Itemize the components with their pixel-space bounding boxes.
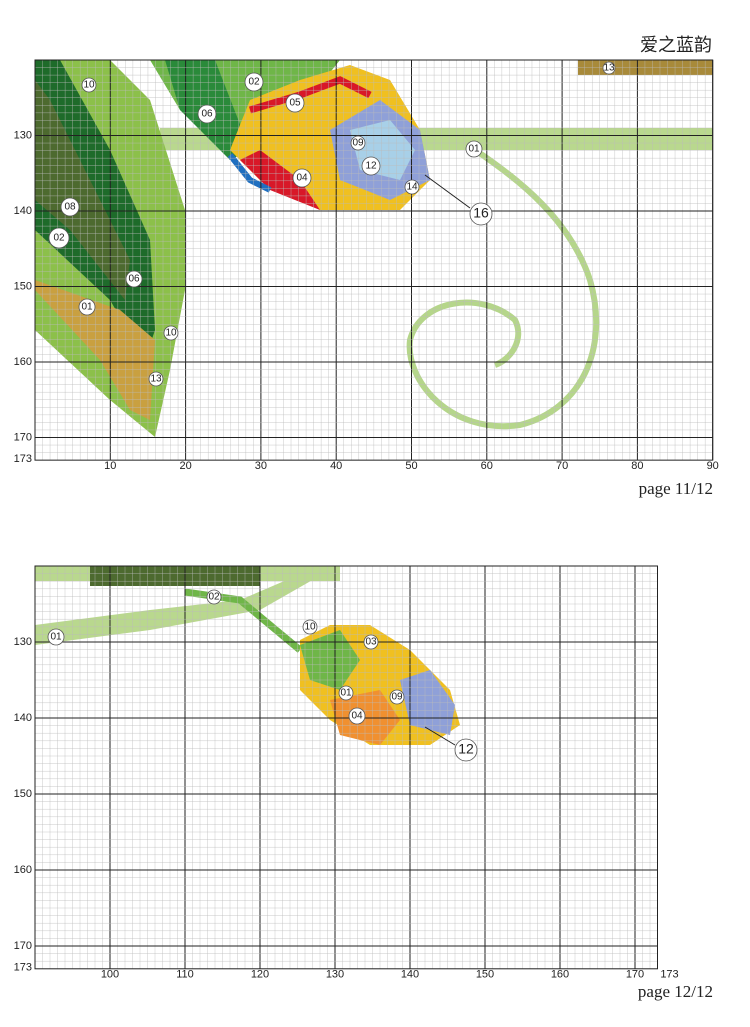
svg-text:10: 10	[165, 328, 177, 339]
svg-text:04: 04	[296, 173, 308, 184]
row-label: 130	[14, 636, 32, 648]
symbol: 01	[78, 298, 96, 316]
row-label: 150	[14, 788, 32, 800]
symbol: 09	[350, 135, 366, 151]
svg-text:13: 13	[150, 374, 162, 385]
symbol: 10	[81, 77, 97, 93]
callout: 12	[454, 738, 478, 762]
symbol: 13	[602, 61, 616, 75]
symbol: 03	[363, 634, 379, 650]
col-label: 120	[251, 969, 269, 981]
row-label: 160	[14, 864, 32, 876]
row-label: 173	[14, 962, 32, 974]
callout-arrow	[424, 726, 456, 746]
svg-text:12: 12	[458, 741, 474, 757]
svg-text:16: 16	[473, 205, 489, 221]
row-label: 130	[14, 129, 32, 141]
col-label: 170	[626, 969, 644, 981]
symbol: 10	[302, 619, 318, 635]
col-label: 70	[556, 460, 568, 472]
symbol: 13	[148, 371, 164, 387]
symbol: 01	[47, 628, 65, 646]
col-label: 30	[255, 460, 267, 472]
row-label: 160	[14, 356, 32, 368]
svg-text:01: 01	[340, 688, 352, 699]
symbol: 10	[163, 325, 179, 341]
grid-border	[34, 59, 714, 461]
svg-text:02: 02	[53, 233, 65, 244]
col-label: 10	[104, 460, 116, 472]
svg-text:01: 01	[50, 632, 62, 643]
symbol: 05	[285, 93, 305, 113]
symbol: 04	[292, 168, 312, 188]
callout-arrow	[424, 174, 471, 209]
svg-text:05: 05	[289, 98, 301, 109]
col-label: 90	[707, 460, 719, 472]
svg-text:01: 01	[81, 302, 93, 313]
col-label: 140	[401, 969, 419, 981]
svg-text:06: 06	[128, 274, 140, 285]
symbol: 12	[361, 156, 381, 176]
col-label: 173	[660, 969, 678, 981]
svg-text:10: 10	[304, 622, 316, 633]
symbol: 14	[404, 179, 420, 195]
symbol: 08	[60, 197, 80, 217]
svg-text:09: 09	[391, 692, 403, 703]
row-label: 170	[14, 431, 32, 443]
svg-text:14: 14	[406, 182, 418, 193]
svg-text:02: 02	[208, 592, 220, 603]
page-number: page 11/12	[639, 479, 713, 498]
svg-text:03: 03	[365, 637, 377, 648]
col-label: 40	[330, 460, 342, 472]
col-label: 160	[551, 969, 569, 981]
col-label: 60	[481, 460, 493, 472]
row-label: 140	[14, 712, 32, 724]
svg-text:10: 10	[83, 80, 95, 91]
page-number: page 12/12	[638, 982, 713, 1001]
callout: 16	[469, 202, 493, 226]
svg-text:13: 13	[603, 63, 615, 74]
row-label: 150	[14, 280, 32, 292]
row-label: 173	[14, 453, 32, 465]
svg-text:01: 01	[468, 144, 480, 155]
col-label: 110	[176, 969, 194, 981]
col-label: 20	[179, 460, 191, 472]
symbol: 01	[465, 140, 483, 158]
symbol: 06	[197, 104, 217, 124]
symbol: 02	[244, 72, 264, 92]
row-label: 140	[14, 205, 32, 217]
svg-text:06: 06	[201, 109, 213, 120]
page-title: 爱之蓝韵	[640, 35, 712, 55]
symbol: 04	[348, 707, 366, 725]
row-label: 170	[14, 940, 32, 952]
col-label: 80	[631, 460, 643, 472]
svg-text:04: 04	[351, 711, 363, 722]
svg-text:08: 08	[64, 202, 76, 213]
col-label: 130	[326, 969, 344, 981]
symbol: 02	[48, 227, 70, 249]
symbol: 09	[389, 689, 405, 705]
svg-text:09: 09	[352, 138, 364, 149]
symbol: 01	[338, 685, 354, 701]
symbol: 02	[206, 589, 222, 605]
symbol: 06	[125, 270, 143, 288]
svg-text:12: 12	[365, 161, 377, 172]
col-label: 100	[101, 969, 119, 981]
col-label: 50	[405, 460, 417, 472]
grid-border	[34, 565, 658, 970]
col-label: 150	[476, 969, 494, 981]
svg-text:02: 02	[248, 77, 260, 88]
